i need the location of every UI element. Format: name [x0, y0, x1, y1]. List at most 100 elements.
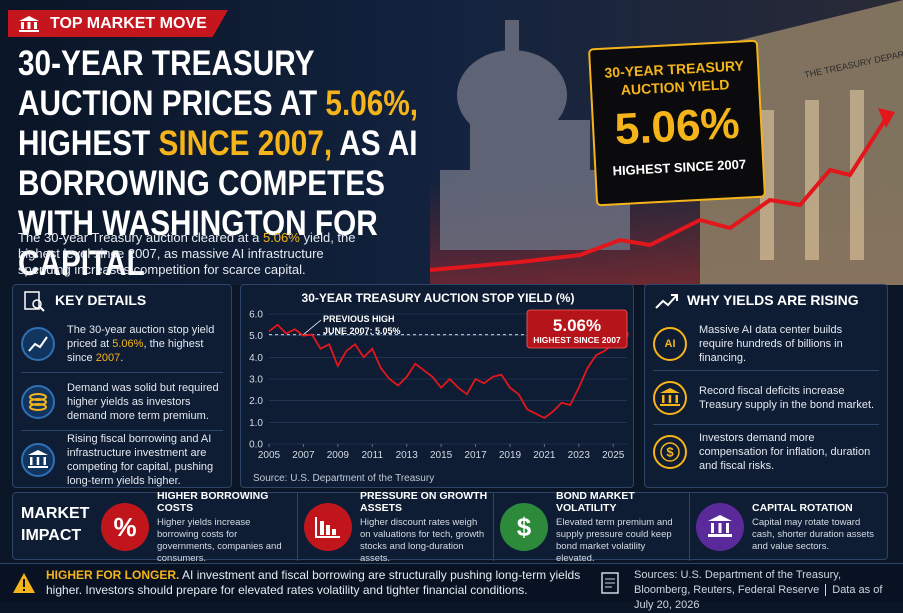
- impact-icon: $: [500, 503, 548, 551]
- why-item: AI Massive AI data center builds require …: [653, 319, 879, 369]
- text-part: 5.06%: [262, 230, 300, 245]
- x-tick-label: 2007: [292, 450, 315, 461]
- text-part: 30-YEAR TREASURY AUCTION PRICES AT: [18, 44, 326, 123]
- y-tick-label: 0.0: [249, 440, 263, 451]
- x-tick-label: 2017: [464, 450, 487, 461]
- text-part: .: [120, 352, 124, 364]
- x-tick-label: 2023: [568, 450, 591, 461]
- warning-icon: [13, 573, 35, 593]
- why-icon: $: [653, 435, 687, 469]
- detail-icon: [21, 327, 55, 361]
- badge-text: TOP MARKET MOVE: [50, 14, 207, 32]
- impact-label: MARKET IMPACT: [21, 505, 90, 544]
- x-tick-label: 2013: [396, 450, 419, 461]
- detail-icon: [21, 385, 55, 419]
- text-part: , the highest since: [67, 338, 204, 364]
- callout-title: 30-YEAR TREASURY AUCTION YIELD: [604, 57, 745, 98]
- impact-title: CAPITAL ROTATION: [752, 501, 853, 514]
- callout-subtitle: HIGHEST SINCE 2007: [612, 156, 747, 179]
- why-icon: [653, 381, 687, 415]
- detail-text: Demand was solid but required higher yie…: [67, 381, 223, 423]
- text-part: 5.06%,: [325, 84, 419, 123]
- text-part: The 30-year Treasury auction cleared at …: [18, 230, 263, 245]
- sources: Sources: U.S. Department of the Treasury…: [634, 569, 842, 596]
- detail-item: Demand was solid but required higher yie…: [21, 375, 223, 429]
- detail-item: Rising fiscal borrowing and AI infrastru…: [21, 433, 223, 487]
- panel-icon: [655, 294, 678, 309]
- separator: [21, 430, 223, 431]
- x-tick-label: 2019: [499, 450, 522, 461]
- y-tick-label: 6.0: [249, 310, 263, 321]
- annotation: JUNE 2007: 5.05%: [323, 326, 401, 336]
- x-tick-label: 2011: [362, 450, 384, 461]
- impact-title: HIGHER BORROWING COSTS: [157, 489, 269, 514]
- detail-icon: [21, 443, 55, 477]
- text-part: Rising fiscal borrowing and AI infrastru…: [67, 433, 214, 487]
- x-tick-label: 2025: [602, 450, 625, 461]
- footer-note: HIGHER FOR LONGER. AI investment and fis…: [46, 568, 586, 598]
- impact-item: CAPITAL ROTATION Capital may rotate towar…: [689, 493, 881, 561]
- y-tick-label: 5.0: [249, 331, 263, 342]
- text-part: HIGHEST: [18, 124, 159, 163]
- why-panel: WHY YIELDS ARE RISING AI Massive AI data …: [644, 284, 888, 488]
- panel-title: WHY YIELDS ARE RISING: [687, 292, 859, 308]
- x-tick-label: 2015: [430, 450, 453, 461]
- text-part: 5.06%: [112, 338, 144, 350]
- annotation-leader: [303, 319, 322, 335]
- yield-line: [268, 323, 625, 420]
- impact-text: Higher discount rates weigh on valuation…: [360, 516, 485, 564]
- headline: 30-YEAR TREASURY AUCTION PRICES AT 5.06%…: [18, 44, 439, 284]
- impact-icon: %: [101, 503, 149, 551]
- annotation: PREVIOUS HIGH: [323, 314, 395, 324]
- impact-body: BOND MARKET VOLATILITY Elevated term prem…: [556, 490, 685, 565]
- impact-title: BOND MARKET VOLATILITY: [556, 489, 635, 514]
- why-text: Record fiscal deficits increase Treasury…: [699, 385, 875, 411]
- separator: [653, 424, 879, 425]
- chart-title: 30-YEAR TREASURY AUCTION STOP YIELD (%): [302, 291, 575, 305]
- market-impact-panel: MARKET IMPACT % HIGHER BORROWING COSTS Hig…: [12, 490, 888, 564]
- impact-icon: [696, 503, 744, 551]
- impact-text: Higher yields increase borrowing costs f…: [157, 516, 282, 564]
- x-tick-label: 2009: [327, 450, 350, 461]
- x-tick-label: 2021: [533, 450, 556, 461]
- why-text: Massive AI data center builds require hu…: [699, 324, 843, 364]
- panel-icon: [24, 291, 45, 312]
- y-tick-label: 3.0: [249, 375, 263, 386]
- footer-sources: Sources: U.S. Department of the Treasury…: [634, 568, 896, 613]
- x-tick-label: 2005: [258, 450, 281, 461]
- y-tick-label: 1.0: [249, 418, 263, 429]
- decor-arrow: [429, 118, 887, 272]
- callout-value: 5.06%: [553, 316, 601, 335]
- panel-title: KEY DETAILS: [55, 292, 147, 308]
- why-icon: AI: [653, 327, 687, 361]
- impact-body: PRESSURE ON GROWTH ASSETS Higher discount…: [360, 490, 489, 565]
- chart: 30-YEAR TREASURY AUCTION STOP YIELD (%) 0…: [249, 291, 629, 484]
- footer-headline: HIGHER FOR LONGER.: [46, 568, 180, 582]
- source: Source: U.S. Department of the Treasury: [253, 473, 434, 484]
- detail-text: The 30-year auction stop yield priced at…: [67, 323, 223, 365]
- key-details-panel: KEY DETAILS The 30-year auction stop yie…: [12, 284, 232, 488]
- impact-item: $ BOND MARKET VOLATILITY Elevated term pre…: [493, 490, 685, 564]
- text-part: SINCE 2007,: [158, 124, 333, 163]
- doc-icon: [601, 572, 619, 594]
- y-tick-label: 2.0: [249, 396, 263, 407]
- separator: [653, 370, 879, 371]
- y-tick-label: 4.0: [249, 353, 263, 364]
- impact-icon: [304, 503, 352, 551]
- why-item: $ Investors demand more compensation for …: [653, 427, 879, 477]
- chart-panel: 30-YEAR TREASURY AUCTION STOP YIELD (%) 0…: [240, 284, 634, 488]
- detail-text: Rising fiscal borrowing and AI infrastru…: [67, 432, 223, 488]
- detail-item: The 30-year auction stop yield priced at…: [21, 317, 223, 371]
- text-part: AS AI BORROWING COMPETES WITH WASHINGTON…: [18, 124, 418, 283]
- impact-item: % HIGHER BORROWING COSTS Higher yields inc…: [101, 490, 293, 564]
- callout-label: HIGHEST SINCE 2007: [533, 335, 621, 345]
- why-text: Investors demand more compensation for i…: [699, 432, 871, 472]
- impact-title: PRESSURE ON GROWTH ASSETS: [360, 489, 488, 514]
- intro: The 30-year Treasury auction cleared at …: [18, 230, 368, 278]
- text-part: The 30-year auction stop yield priced at: [67, 324, 215, 350]
- impact-text: Elevated term premium and supply pressur…: [556, 516, 673, 564]
- impact-body: HIGHER BORROWING COSTS Higher yields incr…: [157, 490, 293, 565]
- impact-body: CAPITAL ROTATION Capital may rotate towar…: [752, 502, 881, 553]
- svg-text:$: $: [666, 445, 674, 460]
